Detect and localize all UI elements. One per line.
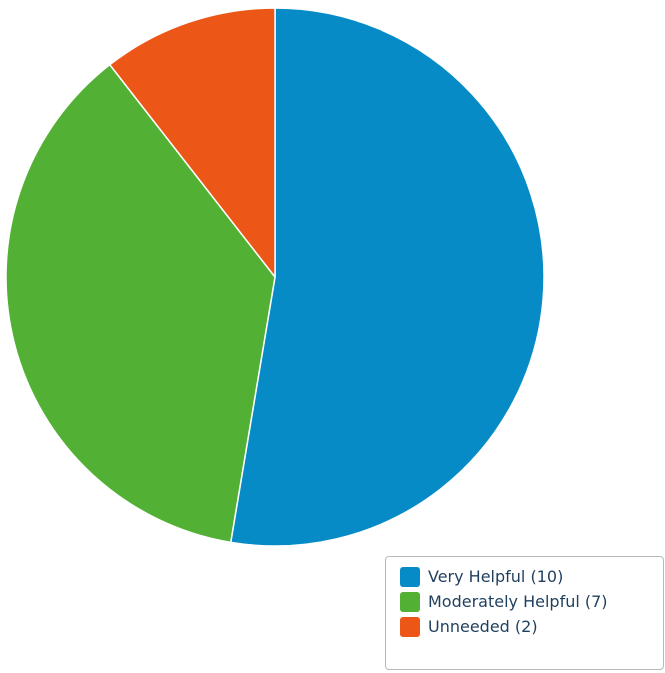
legend-swatch-very-helpful bbox=[400, 566, 420, 587]
legend-item-unneeded[interactable]: Unneeded (2) bbox=[400, 616, 663, 637]
legend-label-very-helpful: Very Helpful (10) bbox=[428, 567, 564, 586]
legend-label-moderately-helpful: Moderately Helpful (7) bbox=[428, 592, 608, 611]
pie-slice-very-helpful[interactable] bbox=[229, 7, 545, 547]
legend-swatch-moderately-helpful bbox=[400, 591, 420, 612]
pie-slice-unneeded[interactable] bbox=[109, 7, 276, 278]
pie-slice-moderately-helpful[interactable] bbox=[5, 63, 276, 544]
legend-label-unneeded: Unneeded (2) bbox=[428, 617, 538, 636]
legend: Very Helpful (10) Moderately Helpful (7)… bbox=[385, 556, 664, 670]
legend-item-very-helpful[interactable]: Very Helpful (10) bbox=[400, 566, 663, 587]
legend-item-moderately-helpful[interactable]: Moderately Helpful (7) bbox=[400, 591, 663, 612]
legend-swatch-unneeded bbox=[400, 616, 420, 637]
